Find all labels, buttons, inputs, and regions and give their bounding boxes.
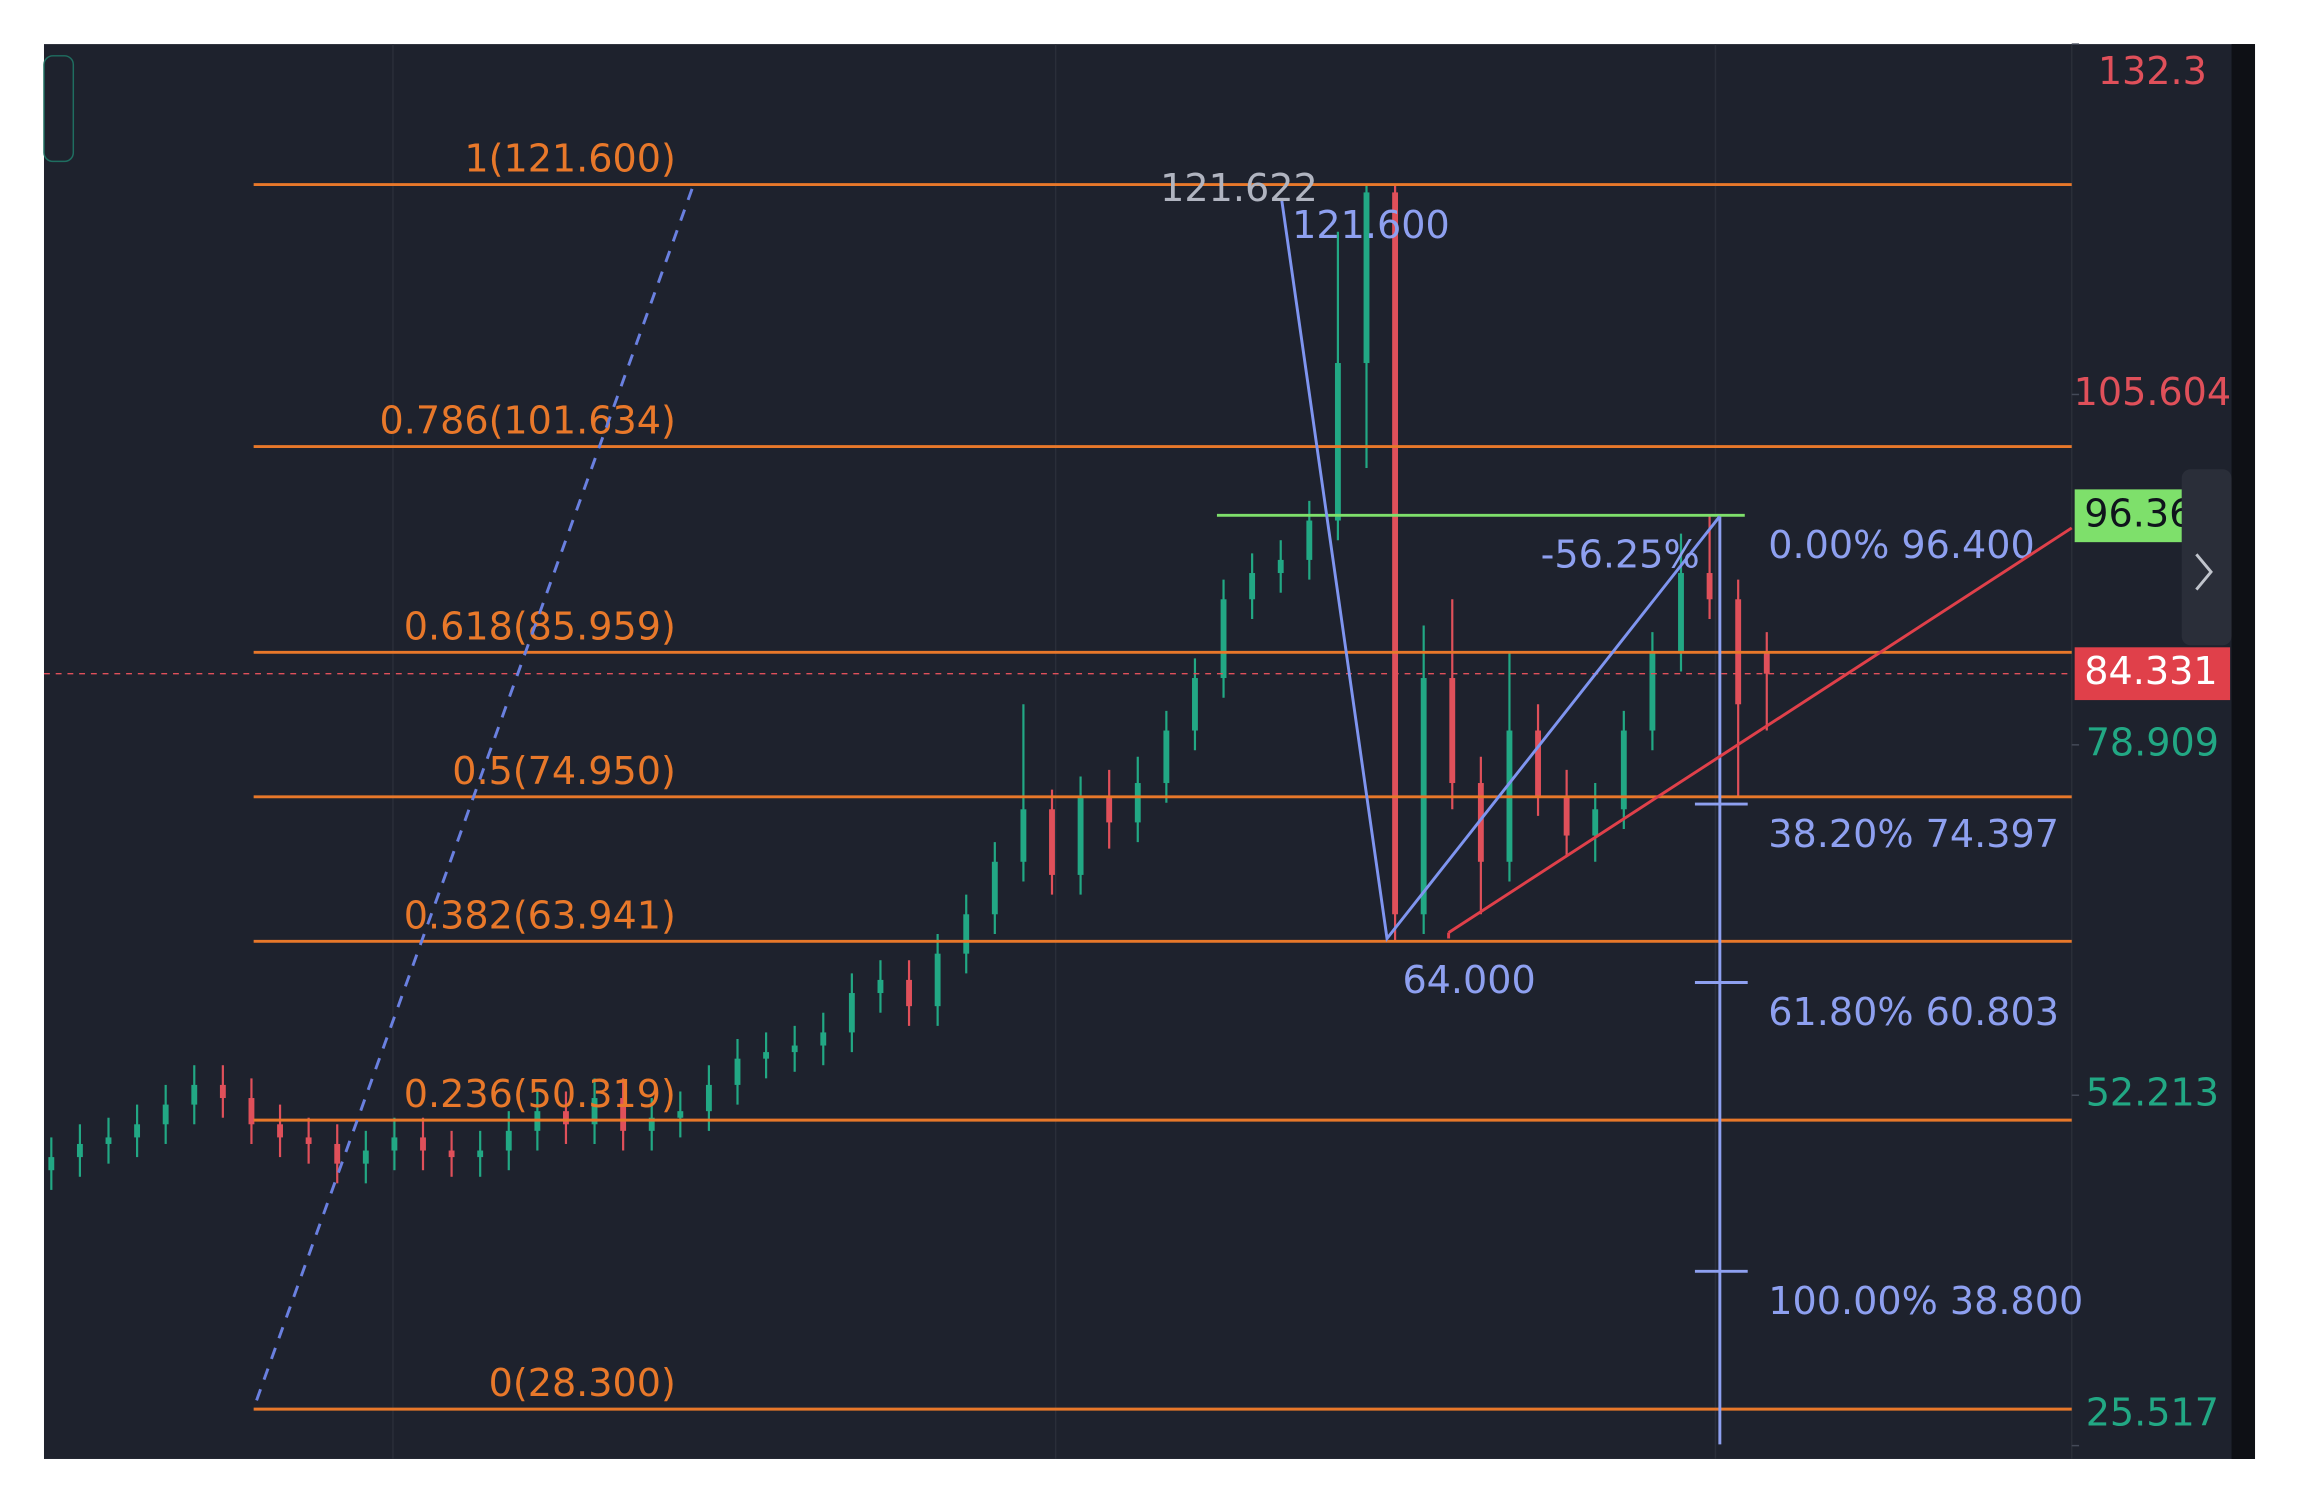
candle-body [1563,796,1570,836]
plot-background [43,44,2256,1459]
candle-body [1134,783,1141,823]
fib-trend-line [255,184,695,1401]
candle-body [334,1143,341,1164]
annotation: 121.600 [1292,203,1450,247]
candle-body [505,1130,512,1151]
candle-body [420,1137,426,1151]
price-tag [2074,647,2231,701]
candle-body [1763,651,1770,674]
pattern-line [1280,197,1722,943]
candle-body [848,993,855,1033]
candle-body [934,953,941,1007]
retracement-label: 38.20% 74.397 [1768,812,2059,856]
candle-body [1277,559,1284,574]
chevron [2195,553,2213,591]
fib-label: 0(28.300) [489,1361,676,1405]
y-tick-label: 78.909 [2086,720,2219,764]
candle-body [1306,520,1313,560]
candle-body [1249,573,1256,600]
candle-body [1678,573,1684,652]
annotation: 121.622 [1160,166,1318,210]
candle-body [1649,651,1656,731]
candle-body [1020,809,1027,862]
candle-body [1620,730,1627,810]
candle-body [105,1137,112,1144]
retracement-label: 61.80% 60.803 [1768,990,2059,1034]
candle-body [305,1137,312,1144]
candle-body [906,979,912,1007]
candle-body [648,1117,655,1131]
candle-body [620,1098,627,1131]
right-edge [2231,44,2256,1459]
candle-body [734,1058,741,1085]
candle-body [76,1143,83,1158]
candle-body [277,1124,283,1138]
candle-body [1392,192,1399,915]
candle-body [1449,678,1456,784]
annotation: -56.25% [1541,533,1700,577]
y-tick-label: 132.3 [2098,49,2207,93]
candle-body [48,1157,55,1171]
candle-body [162,1104,169,1125]
retracement-label: 100.00% 38.800 [1768,1279,2083,1323]
candle-body [219,1084,226,1099]
candle-body [1049,809,1055,875]
price-tag-label: 84.331 [2084,649,2217,693]
candle-body [563,1111,569,1125]
candle-body [191,1084,198,1105]
candle-body [877,979,884,994]
candle-body [1077,796,1084,875]
candle-body [677,1111,684,1118]
trend-line [1447,526,2073,934]
candle-body [705,1084,712,1112]
candle-body [1163,730,1170,784]
candle-body [1535,730,1541,797]
candle-body [1106,796,1113,823]
candle-body [362,1150,369,1164]
candle-body [763,1052,770,1059]
candle-body [791,1045,798,1053]
y-tick-label: 25.517 [2086,1390,2219,1434]
y-tick-label: 52.213 [2086,1071,2219,1115]
fib-label: 0.5(74.950) [452,749,676,793]
candle-body [591,1098,598,1125]
candle-body [1334,363,1341,521]
retracement-label: 0.00% 96.400 [1768,523,2035,567]
candle-body [391,1137,398,1151]
candle-body [991,861,998,915]
fib-label: 0.236(50.319) [404,1072,676,1116]
candle-body [248,1098,255,1125]
candle-body [820,1032,827,1046]
candle-body [1363,192,1370,364]
toolbar-handle[interactable] [43,55,75,163]
candle-body [1220,599,1227,679]
candle-body [1706,573,1713,600]
candle-body [1592,809,1599,836]
candle-body [477,1150,484,1158]
candle-body [134,1124,141,1138]
fib-label: 1(121.600) [464,137,676,181]
candle-body [448,1150,455,1158]
candle-body [1192,678,1198,731]
fib-label: 0.382(63.941) [404,893,676,937]
y-tick-label: 105.604 [2074,370,2232,414]
fib-label: 0.786(101.634) [379,399,675,443]
candle-body [1477,783,1484,862]
scroll-button[interactable] [2181,469,2232,646]
annotation: 64.000 [1402,958,1535,1002]
candle-body [963,914,970,954]
